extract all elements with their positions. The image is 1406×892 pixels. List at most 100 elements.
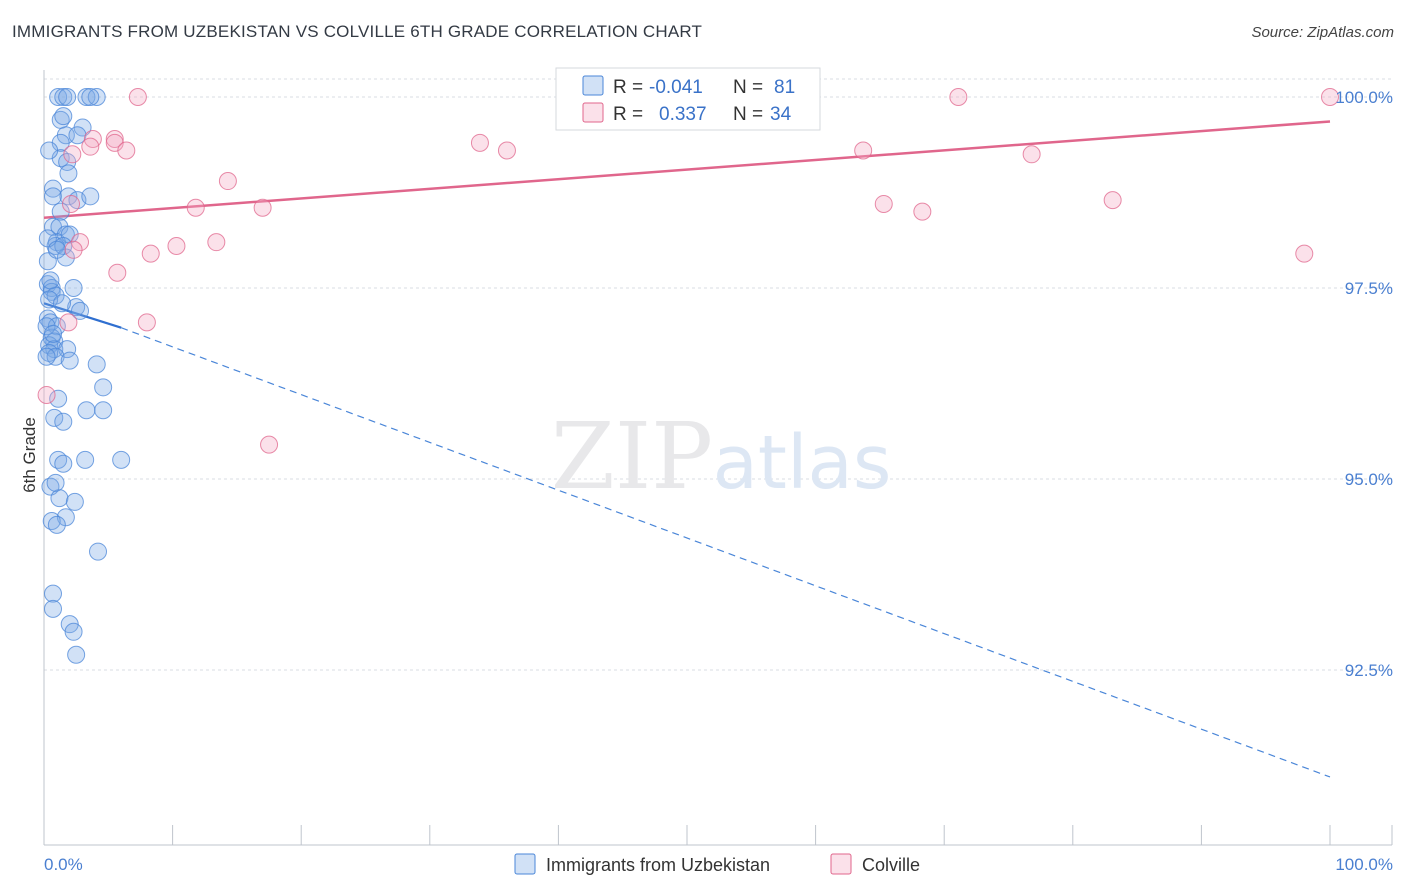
uzbekistan-point-47 [37, 347, 56, 366]
stat-r-value-2: 0.337 [659, 104, 707, 125]
uzbekistan-point-57 [112, 450, 131, 469]
colville-point-13 [497, 141, 516, 160]
y-tick-labels: 100.0% 97.5% 95.0% 92.5% [1335, 88, 1393, 680]
watermark-atlas: atlas [713, 420, 892, 506]
legend-swatch-uzbekistan [514, 853, 536, 875]
uzbekistan-point-10 [68, 126, 87, 145]
uzbekistan-point-56 [76, 450, 95, 469]
colville-point-32 [37, 385, 56, 404]
colville-point-12 [470, 133, 489, 152]
colville-point-14 [854, 141, 873, 160]
stats-swatch-pink [582, 102, 604, 123]
colville-point-5 [1321, 88, 1339, 106]
uzbekistan-point-60 [65, 492, 84, 511]
x-tick-label-min: 0.0% [44, 855, 83, 874]
uzbekistan-point-5 [81, 88, 100, 106]
uzbekistan-point-75 [44, 324, 63, 343]
uzbekistan-point-69 [67, 645, 86, 664]
uzbekistan-point-36 [71, 301, 90, 320]
stat-r-label-2: R = [613, 104, 643, 125]
uzbekistan-point-68 [64, 622, 83, 641]
colville-trend-solid [43, 120, 1331, 219]
y-tick-label-2: 95.0% [1345, 470, 1393, 489]
colville-point-16 [218, 172, 237, 191]
uzbekistan-point-71 [47, 240, 66, 259]
uzbekistan-point-1 [54, 88, 73, 106]
uzbekistan-point-80 [40, 141, 59, 160]
uzbekistan-point-2 [58, 88, 77, 106]
uzbekistan-point-63 [47, 515, 66, 534]
uzbekistan-point-53 [77, 401, 96, 420]
uzbekistan-point-14 [59, 164, 78, 183]
uzbekistan-point-76 [60, 351, 79, 370]
stat-n-label-2: N = [733, 104, 763, 125]
legend-swatch-colville [830, 853, 852, 875]
colville-point-29 [108, 263, 127, 282]
uzbekistan-point-51 [45, 408, 64, 427]
uzbekistan-point-22 [56, 225, 75, 244]
colville-point-20 [874, 194, 893, 213]
bottom-legend: Immigrants from Uzbekistan Colville [514, 853, 920, 875]
stats-swatch-blue [582, 75, 604, 96]
uzbekistan-point-16 [44, 187, 63, 206]
colville-point-19 [253, 198, 272, 217]
colville-point-10 [117, 141, 136, 160]
colville-point-21 [913, 202, 932, 221]
colville-point-28 [1295, 244, 1314, 263]
uzbekistan-point-15 [44, 179, 63, 198]
colville-point-33 [260, 435, 279, 454]
stat-r-label-1: R = [613, 77, 643, 98]
uzbekistan-point-59 [50, 489, 69, 508]
uzbekistan-point-21 [50, 217, 69, 236]
uzbekistan-point-7 [54, 107, 73, 126]
colville-point-17 [62, 194, 81, 213]
uzbekistan-point-46 [46, 347, 65, 366]
axes [43, 70, 1393, 846]
uzbekistan-point-61 [56, 508, 75, 527]
uzbekistan-point-4 [87, 88, 106, 106]
colville-point-25 [141, 244, 160, 263]
colville-point-7 [105, 130, 124, 149]
colville-point-23 [167, 236, 186, 255]
colville-point-18 [186, 198, 205, 217]
uzbekistan-trend-solid [43, 302, 122, 329]
uzbekistan-point-64 [89, 542, 108, 561]
colville-point-30 [137, 313, 156, 332]
colville-point-26 [64, 240, 83, 259]
legend-label-colville: Colville [862, 855, 920, 875]
stat-n-value-1: 81 [774, 77, 795, 98]
uzbekistan-point-79 [51, 202, 70, 221]
y-tick-label-1: 97.5% [1345, 279, 1393, 298]
stat-n-value-2: 34 [770, 104, 792, 125]
uzbekistan-point-0 [49, 88, 68, 106]
trend-lines [43, 120, 1331, 778]
colville-point-27 [207, 233, 226, 252]
colville-point-11 [63, 145, 82, 164]
chart-title: IMMIGRANTS FROM UZBEKISTAN VS COLVILLE 6… [12, 22, 703, 41]
colville-point-22 [1103, 191, 1122, 210]
uzbekistan-point-50 [49, 389, 68, 408]
legend-label-uzbekistan: Immigrants from Uzbekistan [546, 855, 770, 875]
uzbekistan-point-31 [64, 279, 83, 297]
colville-point-4 [949, 88, 968, 106]
uzbekistan-point-74 [37, 317, 56, 336]
uzbekistan-point-72 [41, 271, 60, 290]
uzbekistan-point-24 [60, 225, 79, 244]
uzbekistan-point-52 [54, 412, 73, 431]
uzbekistan-point-27 [56, 248, 75, 267]
uzbekistan-point-78 [46, 473, 65, 492]
uzbekistan-point-3 [77, 88, 96, 106]
watermark-zip: ZIP [551, 403, 713, 510]
uzbekistan-point-73 [53, 294, 72, 313]
colville-point-15 [1022, 145, 1041, 164]
y-tick-label-3: 92.5% [1345, 661, 1393, 680]
uzbekistan-point-19 [81, 187, 100, 206]
uzbekistan-point-65 [44, 584, 63, 603]
source-credit: Source: ZipAtlas.com [1251, 24, 1394, 41]
stats-legend: R = -0.041 N = 81 R = 0.337 N = 34 [555, 67, 821, 131]
x-tick-labels: 0.0% 100.0% [44, 855, 1393, 874]
y-tick-label-0: 100.0% [1335, 88, 1393, 107]
colville-point-0 [128, 88, 147, 106]
uzbekistan-trend-dashed [120, 327, 1331, 778]
